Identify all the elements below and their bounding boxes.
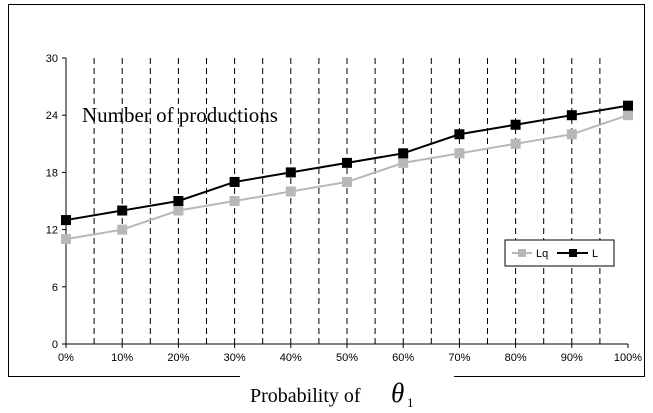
data-point-lq — [229, 196, 240, 206]
data-point-l — [566, 110, 577, 121]
x-tick-label: 70% — [448, 352, 470, 364]
legend-swatch-marker-l — [569, 249, 577, 257]
chart-border — [8, 4, 645, 377]
x-axis-title-subscript: 1 — [407, 395, 414, 408]
x-tick-label: 90% — [561, 352, 583, 364]
line-chart: 0 6 12 18 24 30 0% 10% 20% 30% 40% 50% 60% 70% 80% 90%… — [8, 4, 645, 410]
x-tick-label: 30% — [224, 352, 246, 364]
data-point-lq — [61, 234, 71, 245]
data-point-lq — [566, 129, 577, 140]
data-point-lq — [342, 176, 352, 187]
x-axis-title-backdrop — [240, 376, 454, 406]
x-tick-label: 60% — [392, 352, 414, 364]
x-tick-label: 0% — [58, 352, 74, 364]
legend: Lq L — [504, 239, 615, 267]
x-tick-label: 40% — [280, 352, 302, 364]
y-tick-label: 12 — [46, 225, 58, 237]
y-tick-label: 30 — [46, 53, 58, 65]
chart-annotation: Number of productions — [82, 103, 278, 127]
x-tick-label: 10% — [111, 352, 133, 364]
data-point-l — [285, 167, 296, 178]
x-axis-title-symbol: θ — [391, 378, 404, 408]
x-tick-label: 80% — [505, 352, 527, 364]
chart-frame: 0 6 12 18 24 30 0% 10% 20% 30% 40% 50% 60% 70% 80% 90%… — [8, 4, 645, 410]
data-point-l — [229, 176, 240, 187]
legend-label-l: L — [592, 248, 598, 260]
legend-swatch-marker-lq — [518, 249, 526, 257]
data-point-lq — [623, 110, 633, 121]
data-point-l — [510, 119, 521, 130]
data-point-lq — [398, 157, 409, 168]
x-axis-title-text: Probability of — [250, 385, 361, 407]
y-tick-label: 18 — [46, 167, 58, 179]
x-axis-title: Probability of θ 1 — [240, 376, 454, 410]
y-tick-label: 0 — [52, 339, 58, 351]
y-tick-label: 6 — [52, 282, 58, 294]
data-point-l — [173, 196, 184, 206]
series-group — [61, 100, 633, 245]
x-axis-ticks: 0% 10% 20% 30% 40% 50% 60% 70% 80% 90% 100% — [58, 344, 642, 364]
legend-label-lq: Lq — [536, 248, 548, 260]
y-axis-ticks: 0 6 12 18 24 30 — [46, 53, 66, 351]
x-tick-label: 100% — [614, 352, 642, 364]
y-tick-label: 24 — [46, 110, 58, 122]
data-point-l — [398, 148, 409, 159]
data-point-lq — [117, 224, 128, 235]
x-tick-label: 50% — [336, 352, 358, 364]
grid-lines — [93, 58, 601, 344]
data-point-l — [117, 205, 128, 216]
data-point-lq — [510, 138, 521, 149]
data-point-l — [342, 157, 352, 168]
data-point-l — [61, 215, 71, 226]
data-point-l — [454, 129, 465, 140]
data-point-lq — [454, 148, 465, 159]
data-point-lq — [285, 186, 296, 197]
data-point-lq — [173, 205, 184, 216]
x-tick-label: 20% — [167, 352, 189, 364]
data-point-l — [623, 100, 633, 111]
